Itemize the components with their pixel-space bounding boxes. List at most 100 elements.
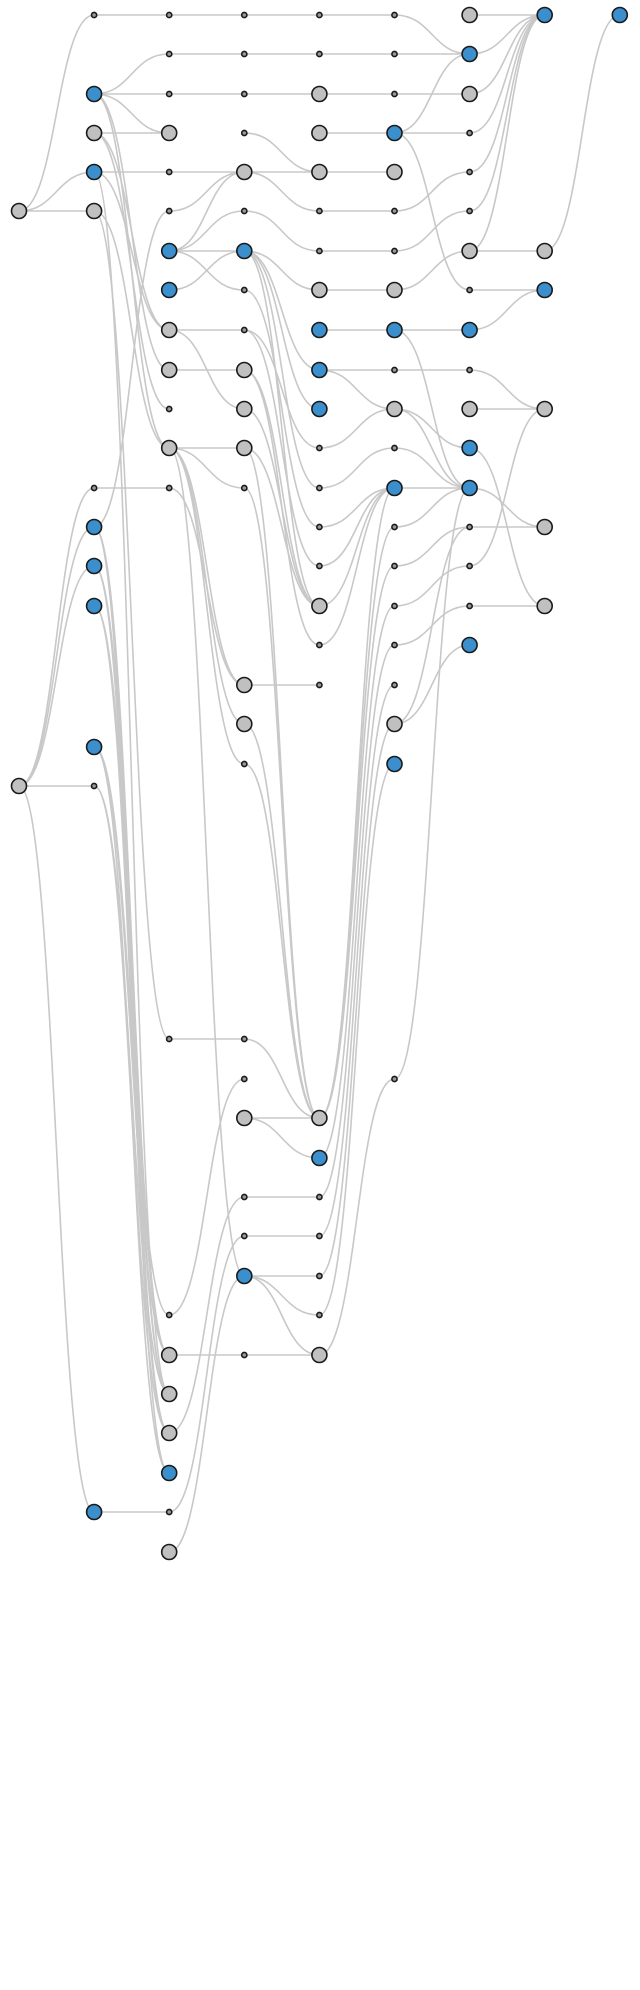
- edge-c4_d1197-to-c5_d645: [319, 644, 395, 1198]
- node-dot-c2_d1512: [165, 1508, 173, 1516]
- node-dot-c2_d94: [165, 90, 173, 98]
- edge-c1_b172-to-c2_g330: [94, 171, 170, 331]
- node-dot-c5_d251: [391, 247, 398, 255]
- node-blue-c4_b409: [311, 400, 328, 418]
- node-gray-c5_g724: [386, 715, 403, 733]
- edge-c4_g1355-to-c5_d1079: [319, 1078, 395, 1356]
- node-gray-c2_g133: [160, 124, 178, 142]
- edge-c2_g448-to-c3_b1276: [168, 447, 245, 1277]
- edge-c4_g606-to-c5_b488: [319, 487, 395, 607]
- node-dot-c1_d786: [90, 782, 98, 790]
- edge-c4_d527-to-c5_b488: [319, 487, 395, 528]
- node-dot-c3_d764: [240, 760, 248, 768]
- node-blue-c6_b488: [461, 479, 478, 497]
- edge-c4_g1118-to-c5_d566: [319, 565, 395, 1119]
- node-gray-c5_g290: [386, 281, 403, 299]
- node-dot-c2_d211: [165, 207, 173, 215]
- node-gray-c3_g685: [236, 676, 253, 694]
- node-dot-c6_d566: [466, 562, 473, 570]
- edge-c5_g409-to-c6_b488: [394, 408, 470, 489]
- edge-c5_d251-to-c6_d211: [394, 210, 470, 252]
- edge-c1_b527-to-c2_d211: [93, 210, 170, 528]
- edge-c5_d1079-to-c6_b488: [394, 487, 470, 1080]
- edge-c3_b251-to-c4_g290: [244, 250, 320, 291]
- node-dot-c5_d685: [391, 681, 398, 689]
- node-gray-c3_g724: [236, 715, 253, 733]
- node-gray-c2_g370: [160, 361, 178, 379]
- node-gray-c4_g1118: [311, 1109, 328, 1127]
- edge-c1_b94-to-c2_d54: [94, 53, 170, 95]
- edge-c2_d211-to-c3_g172: [169, 171, 245, 212]
- node-dot-c5_d370: [391, 366, 398, 374]
- node-gray-c6_g15: [461, 6, 478, 24]
- node-dot-c4_d566: [315, 562, 323, 570]
- node-dot-c2_d1039: [165, 1035, 173, 1043]
- edge-c5_g290-to-c6_g251: [394, 250, 470, 291]
- node-gray-c1_g211: [85, 202, 103, 220]
- node-gray-c3_g448: [236, 439, 253, 457]
- node-dot-c4_d54: [315, 50, 323, 58]
- node-dot-c4_d1197: [315, 1193, 323, 1201]
- edge-c2_d1512-to-c3_d1236: [169, 1235, 245, 1513]
- node-blue-c6_b448: [461, 439, 478, 457]
- node-dot-c3_d1197: [240, 1193, 248, 1201]
- node-dot-c5_d94: [391, 90, 398, 98]
- edge-root_b-to-c1_b527: [18, 526, 95, 787]
- node-dot-c6_d133: [466, 129, 473, 137]
- edge-c3_b251-to-c4_b409: [244, 250, 320, 410]
- node-blue-c1_b747: [85, 738, 103, 756]
- node-gray-c2_g448: [160, 439, 178, 457]
- edge-root_b-to-c1_b566: [18, 565, 95, 787]
- node-dot-c5_d645: [391, 641, 398, 649]
- edge-c3_g409-to-c4_g606: [244, 408, 320, 607]
- node-blue-c2_b290: [160, 281, 178, 299]
- node-dot-c3_d1079: [240, 1075, 248, 1083]
- edge-c5_d15-to-c6_b54: [394, 14, 470, 55]
- edge-c3_b251-to-c4_b370: [244, 250, 320, 371]
- edge-root_a-to-c1_b172: [18, 171, 95, 212]
- node-dot-c5_d211: [391, 207, 398, 215]
- edge-c3_b251-to-c4_d488: [244, 250, 320, 489]
- edge-c6_d172-to-c7_b15: [469, 14, 545, 173]
- edge-c5_d606-to-c6_d566: [394, 565, 470, 607]
- node-gray-c5_g172: [386, 163, 403, 181]
- node-dot-c6_d172: [466, 168, 473, 176]
- node-gray-c1_g133: [85, 124, 103, 142]
- edge-c5_b133-to-c6_b54: [394, 53, 470, 134]
- edge-c3_d330-to-c4_d448: [244, 329, 320, 449]
- edge-c1_g133-to-c2_g330: [93, 132, 170, 331]
- edge-c5_g724-to-c6_d527: [394, 526, 470, 725]
- node-dot-c4_d645: [315, 641, 323, 649]
- edge-c3_b251-to-c4_g606: [244, 250, 320, 607]
- node-dot-c4_d211: [315, 207, 323, 215]
- edge-c3_g448-to-c4_g606: [244, 447, 320, 607]
- edge-c3_b1276-to-c4_g1355: [244, 1275, 320, 1356]
- edge-c6_g94-to-c7_b15: [469, 14, 545, 95]
- node-dot-c4_d251: [315, 247, 323, 255]
- node-dot-c1_d15: [90, 11, 98, 19]
- node-dot-c3_d1236: [240, 1232, 248, 1240]
- node-dot-c4_d448: [315, 444, 323, 452]
- node-dot-c3_d15: [240, 11, 248, 19]
- edge-c2_g1552-to-c3_b1276: [169, 1275, 245, 1553]
- node-blue-c2_b1473: [160, 1464, 178, 1482]
- edge-c3_b1276-to-c4_d1315: [244, 1275, 320, 1316]
- node-dot-c3_d290: [240, 286, 248, 294]
- edge-root_a-to-c1_d15: [18, 14, 95, 212]
- node-blue-c2_b251: [160, 242, 178, 260]
- edge-c4_d645-to-c5_b488: [319, 487, 395, 646]
- node-dot-c6_d606: [466, 602, 473, 610]
- edge-c2_g448-to-c3_d764: [168, 447, 245, 765]
- edge-c4_d1315-to-c5_b764: [319, 763, 395, 1316]
- node-blue-c6_b330: [461, 321, 478, 339]
- node-dot-c2_d15: [165, 11, 173, 19]
- node-gray-c6_g251: [461, 242, 478, 260]
- edge-c6_d133-to-c7_b15: [469, 14, 545, 134]
- node-gray-c7_g409: [536, 400, 554, 418]
- edge-c2_g1433-to-c3_d1197: [169, 1196, 245, 1434]
- edge-c2_b290-to-c3_b251: [169, 250, 245, 291]
- edge-c5_g724-to-c6_b645: [394, 644, 470, 725]
- edge-c6_b330-to-c7_b290: [469, 289, 545, 331]
- edge-c6_d566-to-c7_g409: [469, 408, 545, 567]
